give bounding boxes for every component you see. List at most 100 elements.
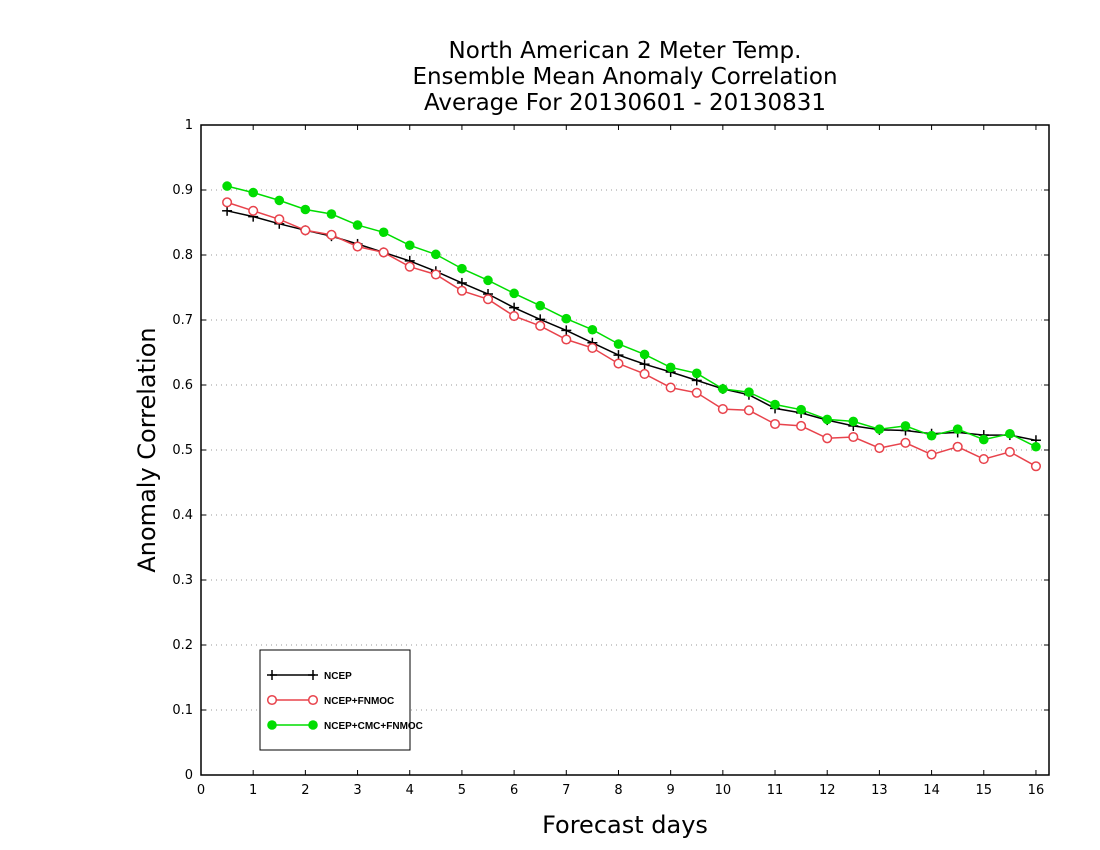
x-tick-label: 9 — [667, 783, 675, 798]
x-tick-label: 1 — [249, 783, 257, 798]
data-point-open-circle — [900, 437, 911, 448]
data-point-filled-circle — [404, 240, 415, 251]
data-point-filled-circle — [326, 209, 337, 219]
data-point-open-circle — [274, 214, 285, 225]
x-tick-label: 5 — [458, 783, 466, 798]
data-point-open-circle — [430, 269, 441, 280]
x-tick-label: 10 — [715, 783, 732, 798]
data-point-filled-circle — [926, 430, 937, 441]
x-axis-label: Forecast days — [542, 811, 708, 839]
data-point-open-circle — [691, 387, 702, 398]
legend-item: NCEP — [267, 670, 352, 682]
data-point-filled-circle — [248, 187, 258, 198]
y-tick-label: 0.9 — [172, 183, 193, 198]
data-point-open-circle — [743, 405, 754, 416]
data-point-filled-circle — [222, 181, 232, 191]
data-point-open-circle — [665, 382, 676, 393]
x-tick-label: 13 — [871, 783, 888, 798]
data-point-open-circle — [717, 404, 728, 415]
data-point-filled-circle — [483, 275, 493, 286]
data-point-open-circle — [482, 294, 494, 305]
data-point-open-circle — [326, 229, 337, 240]
data-point-filled-circle — [822, 414, 833, 425]
y-tick-label: 0.5 — [172, 443, 193, 458]
data-point-filled-circle — [744, 387, 754, 397]
data-point-plus — [613, 350, 624, 361]
data-point-filled-circle — [613, 339, 624, 349]
data-point-open-circle — [404, 261, 415, 272]
data-point-filled-circle — [718, 384, 728, 394]
data-point-open-circle — [1004, 446, 1015, 458]
x-tick-label: 16 — [1028, 783, 1045, 798]
data-point-plus — [561, 325, 572, 336]
data-point-open-circle — [300, 225, 311, 236]
data-point-filled-circle — [300, 204, 311, 215]
x-tick-label: 0 — [197, 783, 205, 798]
y-axis: 0 0.1 0.2 0.3 0.4 0.5 0.6 0.7 0.8 0.9 1 — [172, 118, 1049, 783]
data-point-filled-circle — [796, 404, 806, 415]
data-point-filled-circle — [978, 434, 989, 445]
legend-label: NCEP — [324, 671, 352, 682]
data-point-open-circle — [378, 247, 389, 258]
data-point-open-circle — [456, 285, 467, 296]
series-line — [226, 185, 1037, 448]
data-point-plus — [639, 359, 650, 370]
data-point-open-circle — [978, 454, 989, 465]
data-point-plus — [267, 670, 277, 680]
data-point-open-circle — [952, 441, 963, 452]
x-tick-label: 4 — [406, 783, 414, 798]
data-point-filled-circle — [457, 263, 467, 274]
series-layer — [222, 181, 1042, 472]
data-point-open-circle — [769, 418, 781, 430]
y-tick-label: 1 — [185, 118, 193, 133]
chart-title-line-3: Average For 20130601 - 20130831 — [424, 90, 826, 116]
data-point-plus — [509, 302, 520, 313]
series-line — [226, 201, 1037, 467]
data-point-filled-circle — [267, 720, 277, 730]
data-point-filled-circle — [587, 324, 598, 335]
data-point-open-circle — [352, 241, 363, 252]
legend-label: NCEP+FNMOC — [324, 696, 394, 707]
y-axis-label: Anomaly Correlation — [133, 327, 161, 572]
data-point-filled-circle — [352, 220, 363, 230]
series-ncep-fnmoc — [222, 197, 1042, 472]
data-point-open-circle — [222, 197, 233, 208]
data-point-open-circle — [535, 320, 546, 331]
data-point-filled-circle — [509, 288, 519, 299]
data-point-plus — [222, 205, 233, 216]
data-point-filled-circle — [770, 399, 780, 410]
data-point-filled-circle — [691, 368, 702, 379]
data-point-open-circle — [639, 368, 650, 380]
y-tick-label: 0.2 — [172, 638, 193, 653]
data-point-filled-circle — [848, 416, 859, 427]
data-point-filled-circle — [874, 424, 885, 435]
x-tick-label: 6 — [510, 783, 518, 798]
x-tick-label: 12 — [819, 783, 836, 798]
data-point-open-circle — [587, 342, 598, 354]
data-point-filled-circle — [561, 313, 572, 324]
y-tick-label: 0.6 — [172, 378, 193, 393]
data-point-filled-circle — [431, 249, 441, 260]
x-tick-label: 2 — [301, 783, 309, 798]
data-point-plus — [308, 670, 318, 680]
x-tick-label: 11 — [767, 783, 784, 798]
x-axis: 0 1 2 3 4 5 6 7 8 9 10 11 12 13 14 15 16 — [197, 125, 1044, 798]
x-tick-label: 3 — [353, 783, 361, 798]
data-point-open-circle — [307, 694, 319, 706]
legend-label: NCEP+CMC+FNMOC — [324, 721, 423, 732]
y-tick-label: 0.4 — [172, 508, 193, 523]
data-point-open-circle — [926, 449, 937, 460]
series-line — [226, 210, 1037, 442]
series-ncep-cmc-fnmoc — [222, 181, 1041, 452]
x-tick-label: 8 — [614, 783, 622, 798]
data-point-filled-circle — [1005, 428, 1015, 439]
data-point-open-circle — [874, 443, 885, 454]
x-tick-label: 14 — [923, 783, 940, 798]
data-point-open-circle — [509, 311, 520, 322]
data-point-open-circle — [1030, 461, 1042, 472]
data-point-filled-circle — [639, 349, 650, 360]
chart-title-line-1: North American 2 Meter Temp. — [449, 38, 802, 64]
x-tick-label: 15 — [975, 783, 992, 798]
data-point-open-circle — [266, 694, 278, 706]
data-point-open-circle — [561, 334, 572, 345]
